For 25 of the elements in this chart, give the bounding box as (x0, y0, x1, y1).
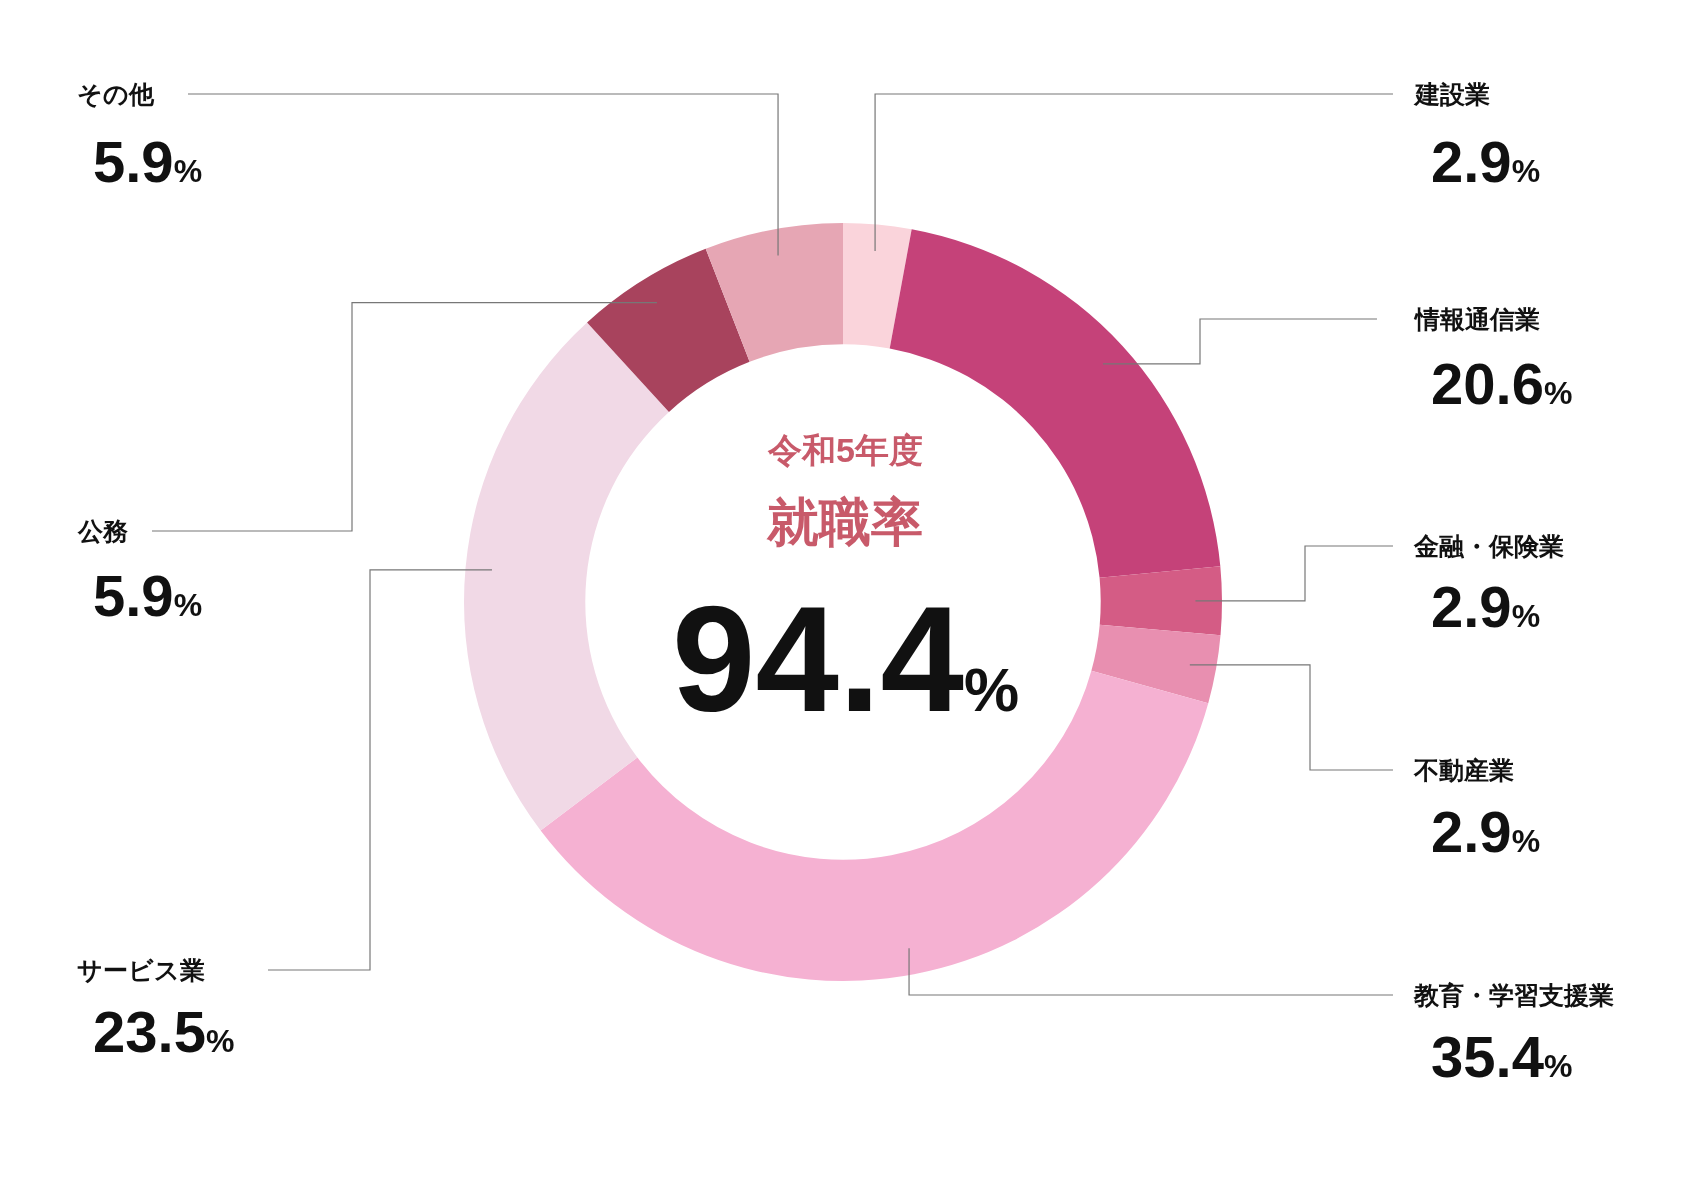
slice-label: 金融・保険業 (1413, 532, 1564, 560)
donut-slice (705, 223, 843, 362)
donut-slice (1091, 624, 1221, 704)
slice-label: 建設業 (1413, 80, 1490, 108)
text: 令和5年度 (767, 431, 923, 469)
data-label: 2.9% (1431, 129, 1541, 194)
data-label: 20.6% (1431, 351, 1573, 416)
slice-label: その他 (77, 80, 155, 108)
text: 就職率 (766, 493, 923, 552)
slice-label: サービス業 (77, 956, 205, 984)
data-label: 2.9% (1431, 799, 1541, 864)
data-label: 5.9% (93, 563, 203, 628)
data-label: 23.5% (93, 999, 235, 1064)
slice-label: 教育・学習支援業 (1413, 981, 1614, 1009)
slice-label: 公務 (77, 517, 128, 545)
text: 94.4% (672, 575, 1020, 743)
donut-slice (464, 322, 669, 831)
donut-slice (1099, 566, 1222, 636)
slice-label: 情報通信業 (1413, 305, 1540, 333)
slice-label: 不動産業 (1413, 756, 1514, 784)
data-label: 35.4% (1431, 1024, 1573, 1089)
data-label: 2.9% (1431, 574, 1541, 639)
donut-slice (843, 223, 912, 349)
donut-slice (587, 248, 750, 412)
data-label: 5.9% (93, 129, 203, 194)
